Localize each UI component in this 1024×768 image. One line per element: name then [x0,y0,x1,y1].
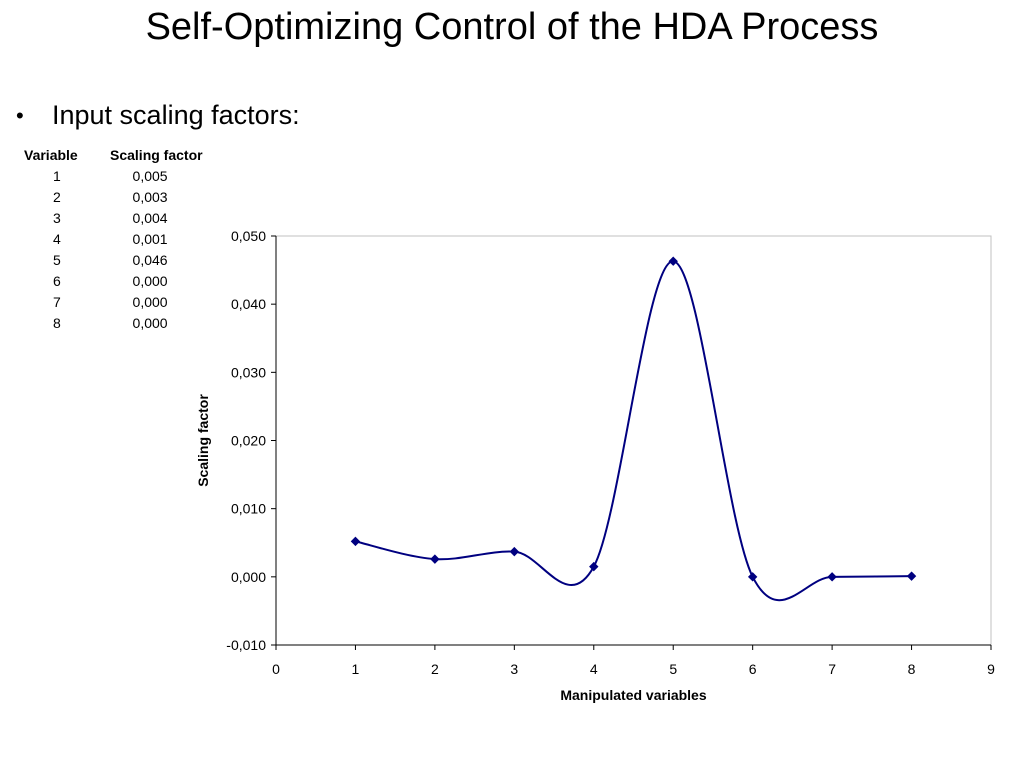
y-tick-label: 0,020 [231,433,266,449]
y-tick-label: 0,030 [231,364,266,380]
scaling-factor-table: Variable Scaling factor 1 0,005 2 0,003 3 0… [20,144,203,333]
bullet-dot-icon: • [16,102,24,128]
bullet-text: Input scaling factors: [52,100,300,130]
y-axis-ticks: -0,010 0,000 0,010 0,020 0,030 0,040 0,050 [226,228,276,653]
y-tick-label: 0,040 [231,296,266,312]
plot-area [275,235,992,646]
header-scaling-factor: Scaling factor [110,146,203,163]
cell-variable: 7 [53,293,61,310]
table-row: 7 0,000 [20,291,203,312]
slide-title: Self-Optimizing Control of the HDA Proce… [145,6,879,48]
cell-variable: 2 [53,188,61,205]
table-row: 1 0,005 [20,165,203,186]
cell-value: 0,046 [132,251,168,268]
data-point-marker [906,571,917,581]
x-tick-label: 6 [749,661,757,677]
table-row: 8 0,000 [20,312,203,333]
data-point-marker [350,536,361,547]
cell-value: 0,004 [132,209,168,226]
cell-variable: 6 [53,272,61,289]
table-row: 6 0,000 [20,270,203,291]
x-tick-label: 2 [431,661,439,677]
cell-value: 0,005 [132,167,168,184]
cell-value: 0,003 [132,188,168,205]
data-point-marker [668,256,678,266]
x-tick-label: 7 [828,661,836,677]
y-tick-label: 0,000 [231,569,266,585]
header-variable: Variable [24,146,78,163]
x-tick-label: 5 [669,661,677,677]
table-header-row: Variable Scaling factor [20,144,203,165]
x-tick-label: 1 [352,661,360,677]
cell-variable: 4 [53,230,61,247]
y-tick-label: -0,010 [226,637,266,653]
x-axis-ticks: 0 1 2 3 4 5 6 7 8 9 [272,645,995,677]
data-point-marker [430,554,440,564]
cell-variable: 8 [53,314,61,331]
cell-variable: 3 [53,209,61,226]
cell-value: 0,000 [132,272,168,289]
bullet-item: • Input scaling factors: [16,100,300,131]
data-point-marker [589,561,599,572]
table-row: 2 0,003 [20,186,203,207]
x-tick-label: 0 [272,661,280,677]
y-axis-title: Scaling factor [195,394,211,487]
data-point-marker [747,572,758,582]
x-axis-title: Manipulated variables [560,687,706,703]
x-tick-label: 3 [510,661,518,677]
cell-value: 0,000 [132,314,168,331]
cell-variable: 5 [53,251,61,268]
table-row: 5 0,046 [20,249,203,270]
table-row: 3 0,004 [20,207,203,228]
data-point-marker [509,546,520,557]
series-group [350,256,917,602]
series-line [355,260,912,602]
plot-border [275,235,992,646]
x-tick-label: 8 [908,661,916,677]
data-point-marker [827,572,837,582]
y-tick-label: 0,010 [231,501,266,517]
x-tick-label: 9 [987,661,995,677]
y-tick-label: 0,050 [231,228,266,244]
cell-value: 0,000 [132,293,168,310]
cell-value: 0,001 [132,230,168,247]
x-tick-label: 4 [590,661,598,677]
table-row: 4 0,001 [20,228,203,249]
cell-variable: 1 [53,167,61,184]
